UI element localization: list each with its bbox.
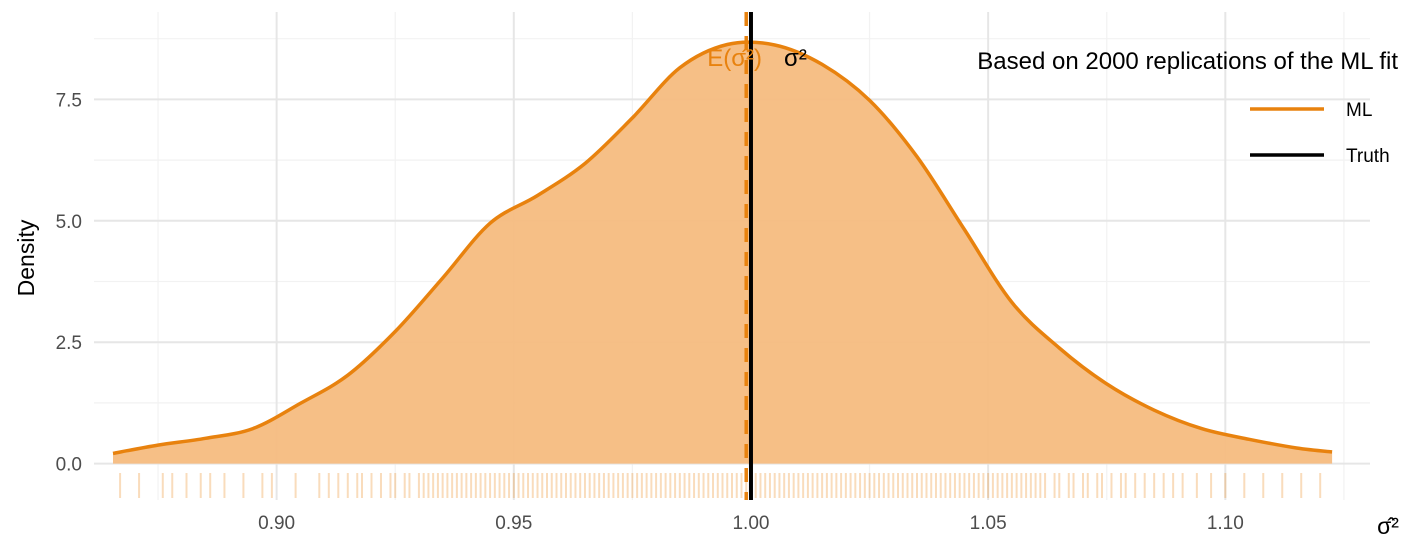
- rug-layer: [119, 473, 1322, 498]
- density-area-layer: [112, 40, 1333, 464]
- x-tick-label: 1.10: [1207, 513, 1244, 534]
- tick-labels-layer: 0.90 0.95 1.00 1.05 1.10 0.0 2.5 5.0 7.5: [56, 90, 1244, 534]
- x-tick-label: 1.00: [732, 513, 769, 534]
- legend-title: Based on 2000 replications of the ML fit: [977, 48, 1398, 75]
- legend-label-truth: Truth: [1346, 146, 1390, 167]
- density-line-ml: [112, 40, 1333, 456]
- density-area: [113, 42, 1333, 464]
- x-tick-label: 0.95: [495, 513, 532, 534]
- x-tick-label: 0.90: [258, 513, 295, 534]
- y-axis-title: Density: [13, 219, 39, 296]
- y-tick-label: 2.5: [56, 333, 82, 354]
- x-tick-label: 1.05: [970, 513, 1007, 534]
- y-tick-label: 5.0: [56, 212, 82, 233]
- reference-label-true-value: σ²: [784, 45, 807, 72]
- x-axis-title: σ̂²: [1377, 513, 1399, 539]
- reference-label-expected-value: E(σ̂²): [707, 45, 762, 72]
- y-tick-label: 7.5: [56, 90, 82, 111]
- y-tick-label: 0.0: [56, 455, 82, 476]
- legend: Based on 2000 replications of the ML fit…: [977, 48, 1398, 167]
- reference-lines-layer: [744, 12, 753, 500]
- legend-label-ml: ML: [1346, 100, 1372, 121]
